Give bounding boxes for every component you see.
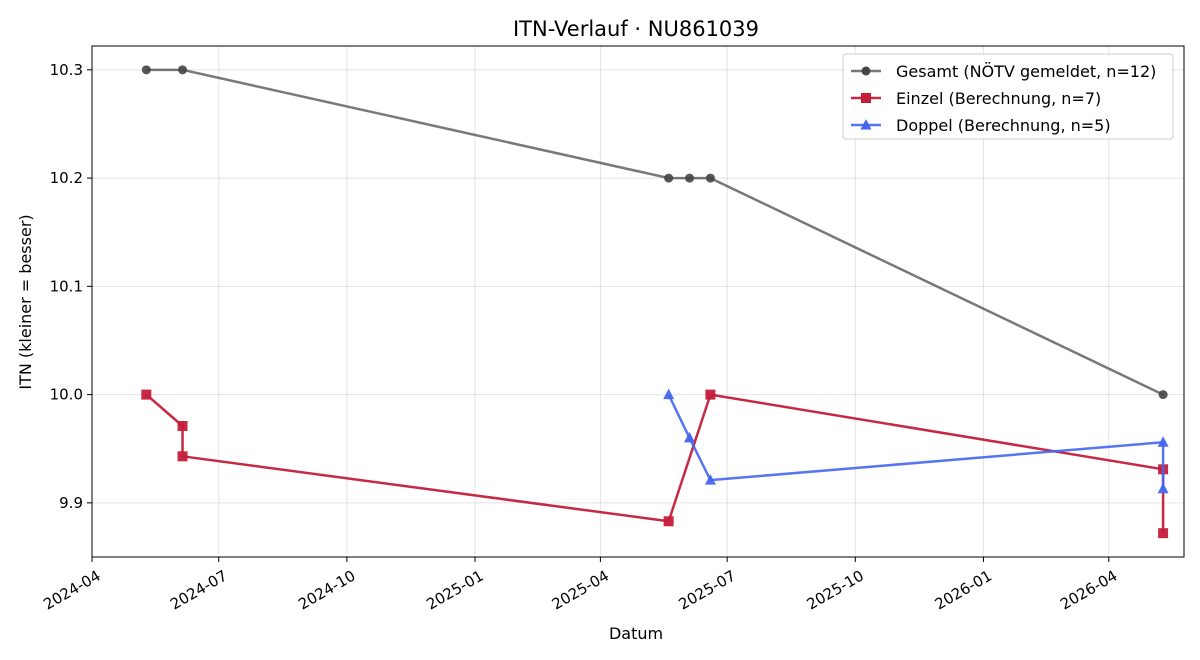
data-point	[705, 173, 715, 183]
series-1	[141, 65, 1168, 400]
data-point	[684, 431, 696, 443]
legend-marker	[861, 93, 871, 103]
data-point	[1158, 390, 1168, 400]
plot-frame	[91, 45, 1185, 558]
y-tick-label: 9.9	[59, 494, 83, 512]
data-point	[141, 65, 151, 75]
legend-box	[842, 53, 1174, 140]
chart-title: ITN-Verlauf · NU861039	[513, 17, 759, 41]
y-tick-label: 10.0	[50, 386, 83, 404]
y-tick-label: 10.3	[50, 61, 83, 79]
y-tick-label: 10.2	[50, 169, 83, 187]
series-line	[146, 68, 1164, 396]
legend-item-3: Doppel (Berechnung, n=5)	[851, 116, 1111, 135]
legend-item-1: Gesamt (NÖTV gemeldet, n=12)	[851, 62, 1156, 81]
series-3	[663, 388, 1169, 494]
data-point	[663, 388, 675, 400]
x-axis-label: Datum	[609, 624, 663, 643]
data-point	[177, 451, 188, 462]
data-point	[141, 389, 152, 400]
data-point	[177, 421, 188, 432]
legend-label: Doppel (Berechnung, n=5)	[896, 116, 1111, 135]
legend-item-2: Einzel (Berechnung, n=7)	[851, 89, 1101, 108]
data-point	[178, 65, 188, 75]
data-point	[1157, 482, 1169, 494]
data-point	[705, 389, 716, 400]
y-tick-label: 10.1	[50, 277, 83, 295]
data-point	[1158, 528, 1169, 539]
data-point	[685, 173, 695, 183]
data-point	[664, 173, 674, 183]
data-point	[704, 474, 716, 485]
legend-label: Gesamt (NÖTV gemeldet, n=12)	[896, 62, 1156, 81]
legend-label: Einzel (Berechnung, n=7)	[896, 89, 1101, 108]
legend-marker	[861, 66, 871, 76]
series-layer	[141, 65, 1169, 539]
data-point	[663, 516, 674, 527]
data-point	[1157, 436, 1169, 447]
legend-marker	[860, 119, 872, 130]
legend: Gesamt (NÖTV gemeldet, n=12) Einzel (Bere…	[842, 53, 1174, 140]
y-axis-label: ITN (kleiner = besser)	[16, 214, 35, 389]
